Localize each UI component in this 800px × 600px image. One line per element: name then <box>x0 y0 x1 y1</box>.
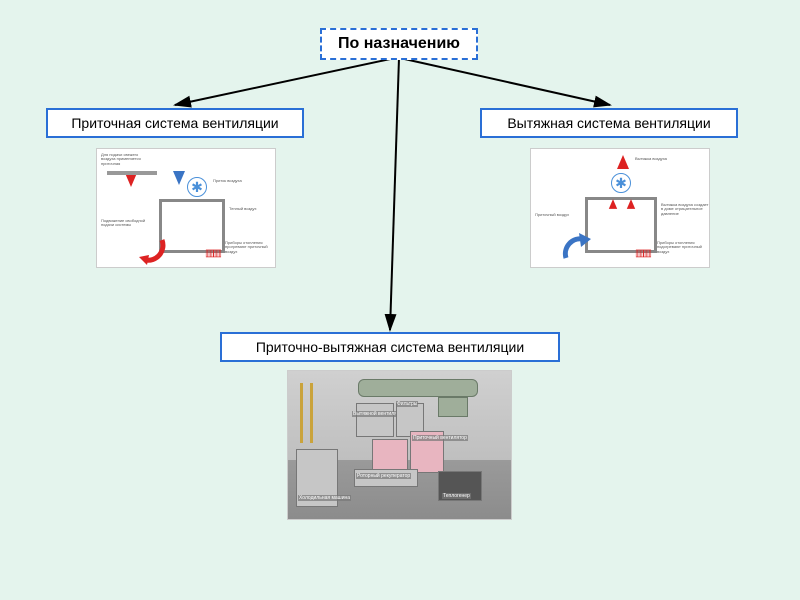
pipe-icon <box>310 383 313 443</box>
unit-icon <box>356 403 394 437</box>
illustration-combined: Вытяжной вентилятор Фильтры Приточный ве… <box>287 370 512 520</box>
exhaust-label-3: Приборы отопления подогревают приточный … <box>657 241 709 254</box>
duct-icon <box>107 171 157 175</box>
supply-label-0: Для подачи свежего воздуха применяется п… <box>101 153 147 166</box>
equip-label-3: Роторный рекуператор <box>356 473 411 479</box>
curve-arrow-blue-icon <box>561 233 591 263</box>
supply-label-4: Приборы отопления прогревают приточный в… <box>225 241 275 254</box>
equip-label-5: Теплогенер <box>442 493 471 499</box>
radiator-icon <box>635 243 653 253</box>
arrow-exhaust-icon <box>125 173 137 187</box>
arrow-supply-icon <box>173 171 185 185</box>
radiator-icon <box>205 243 223 253</box>
illustration-supply: Для подачи свежего воздуха применяется п… <box>96 148 276 268</box>
pipe-icon <box>300 383 303 443</box>
illustration-exhaust: Вытяжка воздуха Вытяжка воздуха создает … <box>530 148 710 268</box>
arrow-up-icon <box>627 199 635 209</box>
exhaust-label-1: Вытяжка воздуха создает в доме отрицател… <box>661 203 709 216</box>
supply-label-3: Подвижение свободной подачи системы <box>101 219 151 228</box>
node-exhaust: Вытяжная система вентиляции <box>480 108 738 138</box>
exhaust-label-0: Вытяжка воздуха <box>635 157 667 161</box>
node-combined: Приточно-вытяжная система вентиляции <box>220 332 560 362</box>
arrow-up-icon <box>609 199 617 209</box>
equip-label-2: Приточный вентилятор <box>412 435 468 441</box>
unit-pink-icon <box>372 439 408 473</box>
equip-label-4: Холодильная машина <box>298 495 351 501</box>
root-node: По назначению <box>320 28 478 60</box>
fan-icon <box>611 173 631 193</box>
duct-icon <box>358 379 478 397</box>
node-supply: Приточная система вентиляции <box>46 108 304 138</box>
supply-label-1: Приток воздуха <box>213 179 242 183</box>
curve-arrow-icon <box>137 235 167 265</box>
fan-icon <box>187 177 207 197</box>
arrow-exhaust-up-icon <box>617 155 629 169</box>
duct-icon <box>438 397 468 417</box>
exhaust-label-2: Приточный воздух <box>535 213 581 217</box>
supply-label-2: Теплый воздух <box>229 207 273 211</box>
equip-label-1: Фильтры <box>396 401 418 407</box>
